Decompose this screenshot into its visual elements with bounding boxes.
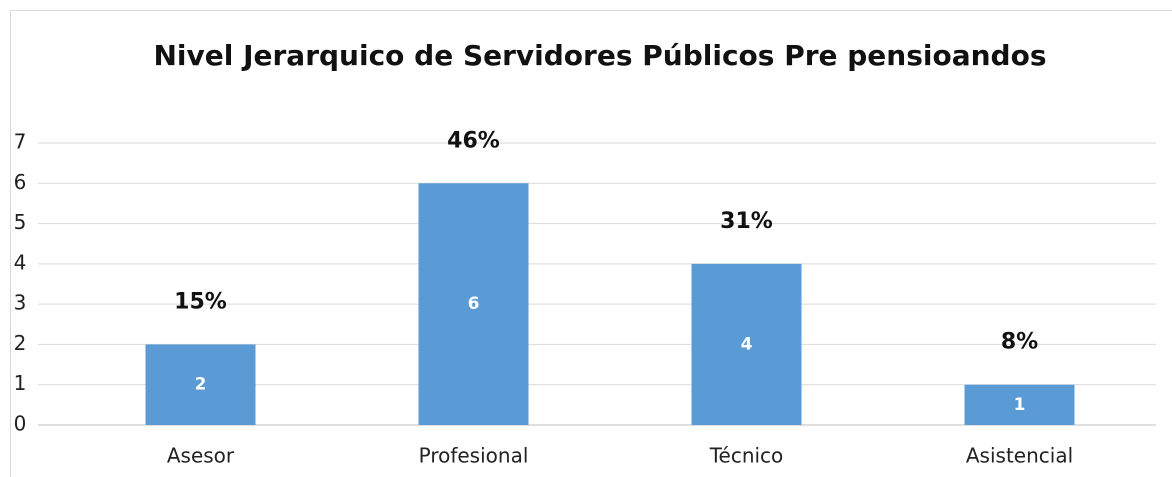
x-tick-label: Asesor bbox=[167, 444, 235, 468]
bar bbox=[145, 344, 256, 425]
bar bbox=[418, 183, 529, 425]
x-tick-label: Profesional bbox=[419, 444, 529, 468]
x-tick-label: Asistencial bbox=[966, 444, 1073, 468]
bar bbox=[964, 384, 1075, 425]
value-label: 4 bbox=[741, 334, 753, 354]
bar bbox=[691, 263, 802, 425]
y-tick-label: 4 bbox=[14, 250, 27, 274]
y-tick-label: 2 bbox=[14, 331, 27, 355]
chart-title: Nivel Jerarquico de Servidores Públicos … bbox=[153, 39, 1047, 72]
percent-label: 46% bbox=[447, 128, 500, 153]
y-tick-label: 3 bbox=[14, 291, 27, 315]
y-tick-label: 7 bbox=[14, 130, 27, 154]
chart-frame bbox=[10, 10, 1172, 477]
value-label: 6 bbox=[468, 294, 480, 314]
y-tick-label: 6 bbox=[14, 170, 27, 194]
percent-label: 31% bbox=[720, 209, 773, 234]
y-tick-label: 0 bbox=[14, 412, 27, 436]
percent-label: 15% bbox=[174, 289, 227, 314]
y-tick-label: 1 bbox=[14, 371, 27, 395]
percent-label: 8% bbox=[1001, 330, 1038, 355]
y-tick-label: 5 bbox=[14, 210, 27, 234]
x-tick-label: Técnico bbox=[709, 444, 784, 468]
value-label: 2 bbox=[195, 375, 207, 395]
value-label: 1 bbox=[1014, 395, 1026, 415]
